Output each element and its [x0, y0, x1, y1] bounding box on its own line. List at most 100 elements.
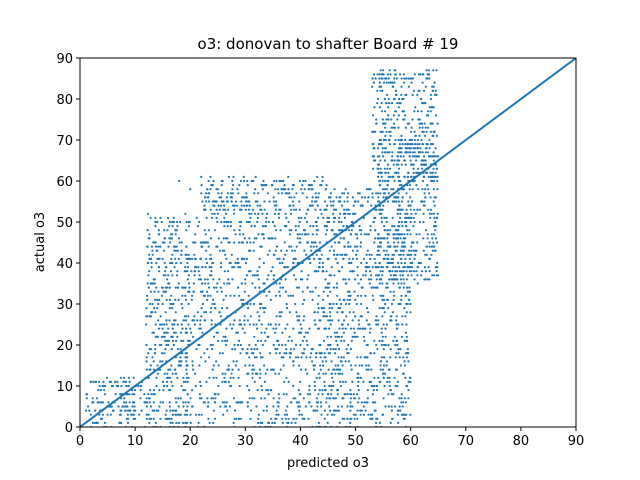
scatter-point	[424, 159, 427, 162]
scatter-point	[167, 343, 170, 347]
scatter-point	[200, 356, 203, 359]
scatter-point	[275, 315, 278, 318]
scatter-point	[287, 339, 290, 342]
scatter-point	[212, 364, 215, 367]
scatter-point	[424, 188, 427, 191]
scatter-point	[257, 421, 260, 424]
scatter-point	[403, 233, 406, 236]
scatter-point	[290, 339, 293, 342]
scatter-point	[260, 397, 263, 400]
scatter-point	[390, 409, 393, 412]
scatter-point	[209, 343, 212, 347]
scatter-point	[231, 368, 234, 371]
scatter-point	[180, 253, 183, 256]
scatter-point	[197, 343, 200, 347]
scatter-point	[400, 134, 403, 137]
scatter-point	[375, 315, 378, 318]
scatter-point	[418, 143, 421, 146]
scatter-point	[153, 282, 156, 285]
scatter-point	[272, 196, 275, 199]
scatter-point	[363, 356, 366, 359]
scatter-point	[123, 405, 126, 408]
scatter-point	[173, 266, 176, 269]
scatter-point	[165, 417, 168, 420]
scatter-point	[199, 327, 202, 330]
scatter-point	[233, 266, 236, 269]
scatter-point	[119, 393, 122, 396]
scatter-point	[217, 393, 220, 396]
scatter-point	[201, 302, 204, 306]
scatter-point	[337, 372, 340, 375]
scatter-point	[398, 143, 401, 146]
x-tick-label: 20	[182, 434, 199, 449]
scatter-point	[405, 384, 408, 388]
scatter-point	[262, 261, 265, 265]
scatter-point	[396, 343, 399, 347]
x-tick-label: 90	[568, 434, 585, 449]
scatter-point	[381, 266, 384, 269]
scatter-point	[240, 200, 243, 203]
scatter-point	[323, 200, 327, 203]
scatter-point	[384, 77, 387, 80]
scatter-point	[417, 171, 420, 174]
scatter-point	[170, 237, 173, 240]
scatter-point	[367, 311, 370, 314]
scatter-point	[296, 315, 299, 318]
scatter-point	[225, 401, 228, 404]
scatter-point	[220, 192, 223, 195]
scatter-point	[315, 196, 318, 199]
scatter-point	[314, 220, 317, 224]
scatter-point	[374, 401, 377, 404]
scatter-point	[147, 413, 150, 416]
scatter-point	[382, 368, 385, 371]
scatter-point	[403, 118, 406, 121]
scatter-point	[226, 282, 229, 285]
scatter-point	[403, 220, 406, 224]
scatter-point	[275, 409, 278, 412]
scatter-point	[315, 356, 318, 359]
scatter-point	[154, 352, 157, 355]
scatter-point	[153, 368, 156, 371]
scatter-point	[177, 237, 181, 240]
scatter-point	[221, 352, 224, 355]
scatter-point	[285, 409, 288, 412]
scatter-point	[410, 138, 414, 142]
scatter-point	[201, 200, 204, 203]
scatter-point	[397, 192, 400, 195]
scatter-point	[278, 261, 281, 265]
scatter-point	[212, 298, 215, 301]
scatter-point	[199, 380, 202, 383]
scatter-point	[204, 278, 207, 281]
scatter-point	[292, 327, 295, 330]
scatter-point	[384, 138, 387, 142]
scatter-point	[158, 405, 161, 408]
scatter-point	[421, 102, 424, 105]
scatter-point	[200, 175, 203, 178]
scatter-point	[279, 286, 282, 289]
scatter-point	[380, 171, 383, 174]
scatter-point	[255, 323, 258, 326]
scatter-point	[406, 175, 410, 178]
scatter-point	[168, 319, 171, 322]
scatter-point	[253, 335, 256, 338]
scatter-point	[164, 270, 167, 273]
scatter-point	[204, 282, 207, 285]
scatter-point	[389, 348, 392, 351]
scatter-point	[404, 237, 407, 240]
scatter-point	[222, 413, 225, 416]
scatter-point	[185, 360, 188, 363]
scatter-point	[288, 204, 291, 207]
scatter-point	[414, 147, 417, 150]
scatter-point	[333, 241, 337, 244]
scatter-point	[224, 294, 228, 297]
scatter-point	[212, 204, 215, 207]
scatter-point	[157, 409, 160, 412]
scatter-point	[188, 257, 192, 260]
scatter-point	[245, 274, 249, 277]
scatter-point	[432, 85, 435, 88]
scatter-point	[319, 208, 322, 211]
scatter-point	[361, 364, 364, 367]
scatter-point	[395, 237, 398, 240]
scatter-point	[431, 274, 434, 277]
scatter-point	[205, 216, 208, 219]
